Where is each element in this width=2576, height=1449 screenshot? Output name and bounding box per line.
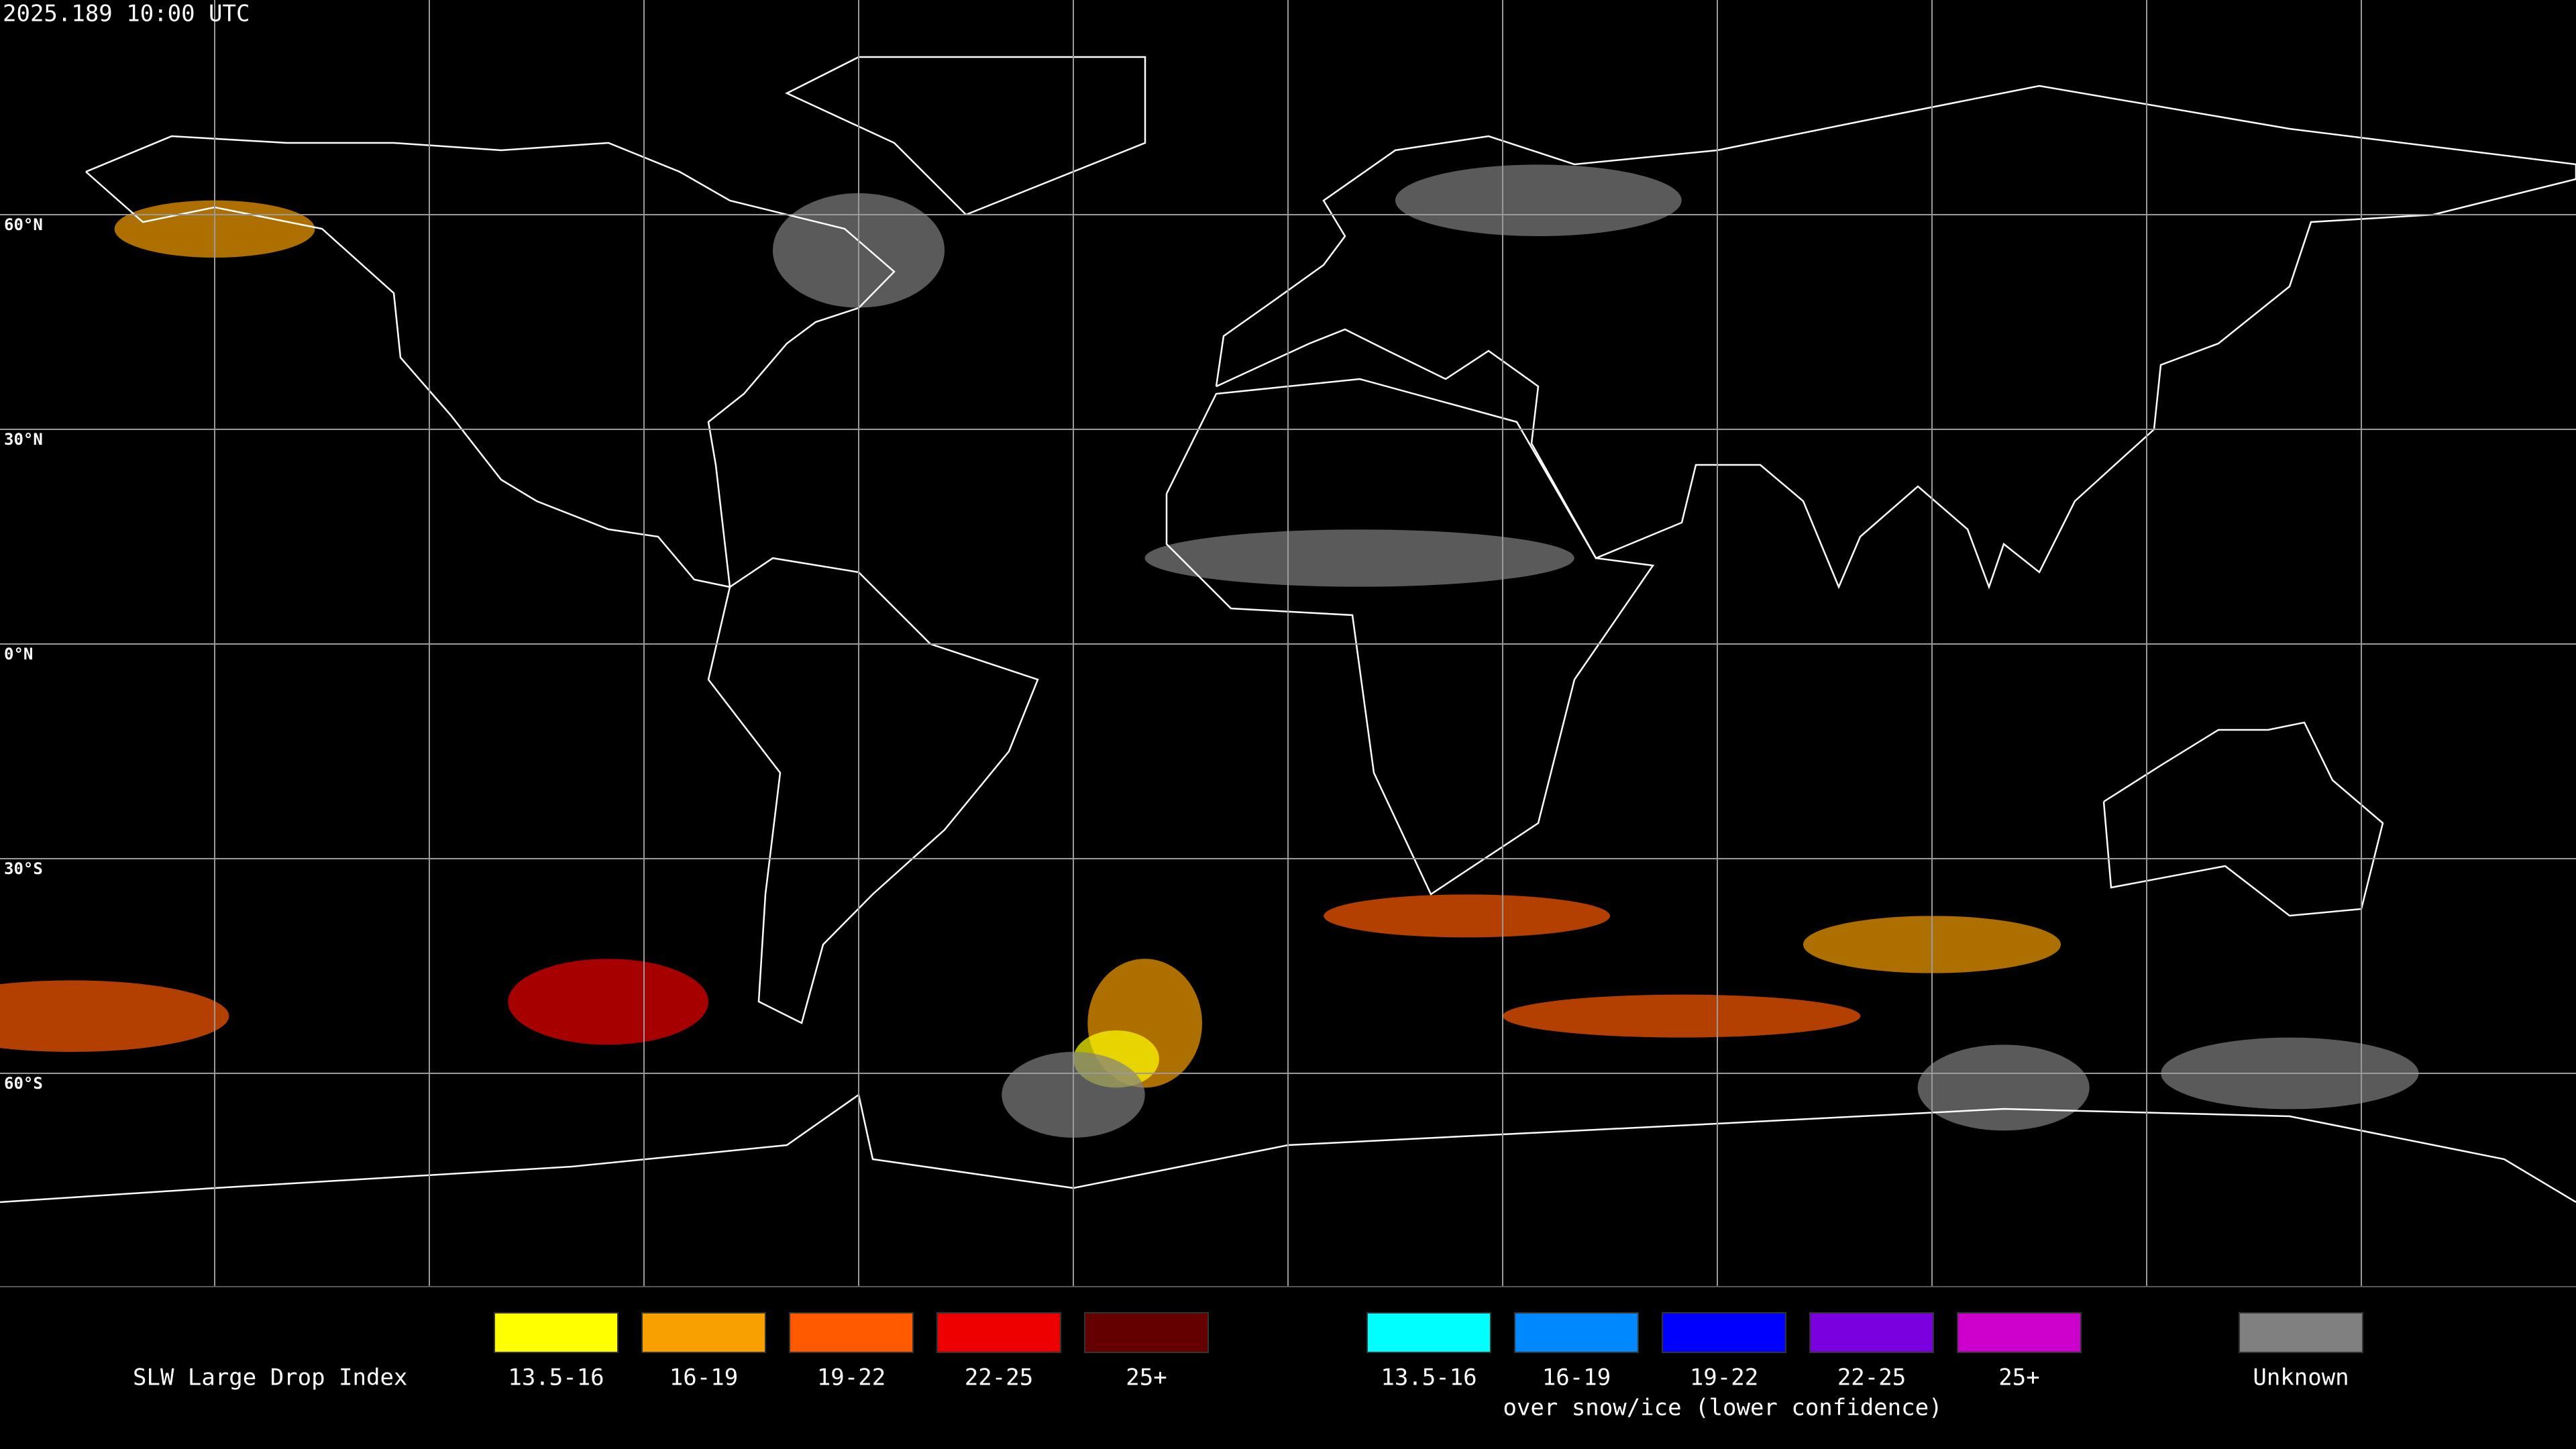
cloud-patch xyxy=(1395,164,1682,237)
coastline xyxy=(707,557,1039,1024)
legend-swatch xyxy=(494,1312,619,1353)
legend-label: 25+ xyxy=(1126,1364,1167,1391)
legend: 13.5-16 16-19 19-22 22-25 25+ 13.5-16 16-19 19-… xyxy=(494,1312,2363,1391)
latitude-label: 30°S xyxy=(4,859,43,878)
coastline xyxy=(85,135,896,588)
legend-swatch xyxy=(936,1312,1061,1353)
latitude-label: 0°N xyxy=(4,645,33,663)
legend-label: 16-19 xyxy=(1542,1364,1611,1391)
legend-swatch xyxy=(1514,1312,1639,1353)
legend-swatch xyxy=(1662,1312,1786,1353)
timestamp: 2025.189 10:00 UTC xyxy=(3,1,250,28)
legend-swatch xyxy=(2239,1312,2363,1353)
legend-caption: over snow/ice (lower confidence) xyxy=(1503,1395,1942,1421)
legend-label: 13.5-16 xyxy=(508,1364,604,1391)
graticule xyxy=(0,0,2576,1287)
legend-title: SLW Large Drop Index xyxy=(133,1364,407,1391)
legend-swatch xyxy=(1957,1312,2082,1353)
legend-swatch xyxy=(641,1312,766,1353)
coastline xyxy=(2102,721,2384,917)
legend-swatch xyxy=(789,1312,914,1353)
latitude-label: 30°N xyxy=(4,430,43,449)
legend-label: 25+ xyxy=(1998,1364,2039,1391)
legend-label: 16-19 xyxy=(669,1364,738,1391)
legend-swatch xyxy=(1809,1312,1934,1353)
latitude-label: 60°N xyxy=(4,215,43,234)
legend-label: Unknown xyxy=(2253,1364,2349,1391)
cloud-patch xyxy=(1502,994,1861,1038)
legend-label: 22-25 xyxy=(1837,1364,1906,1391)
legend-label: 22-25 xyxy=(965,1364,1033,1391)
legend-swatch xyxy=(1084,1312,1209,1353)
cloud-layer xyxy=(0,164,2419,1138)
coastline xyxy=(1215,85,2576,590)
cloud-patch xyxy=(0,980,229,1053)
legend-label: 19-22 xyxy=(817,1364,885,1391)
legend-label: 19-22 xyxy=(1690,1364,1758,1391)
legend-swatch xyxy=(1366,1312,1491,1353)
cloud-patch xyxy=(1917,1044,2090,1131)
latitude-label: 60°S xyxy=(4,1074,43,1093)
legend-label: 13.5-16 xyxy=(1381,1364,1477,1391)
cloud-patch xyxy=(508,959,709,1045)
cloud-patch xyxy=(1324,894,1611,938)
coastline xyxy=(1165,378,1655,896)
cloud-patch xyxy=(1144,529,1574,587)
latitude-labels: 60°N 30°N 0°N 30°S 60°S xyxy=(4,215,43,1093)
